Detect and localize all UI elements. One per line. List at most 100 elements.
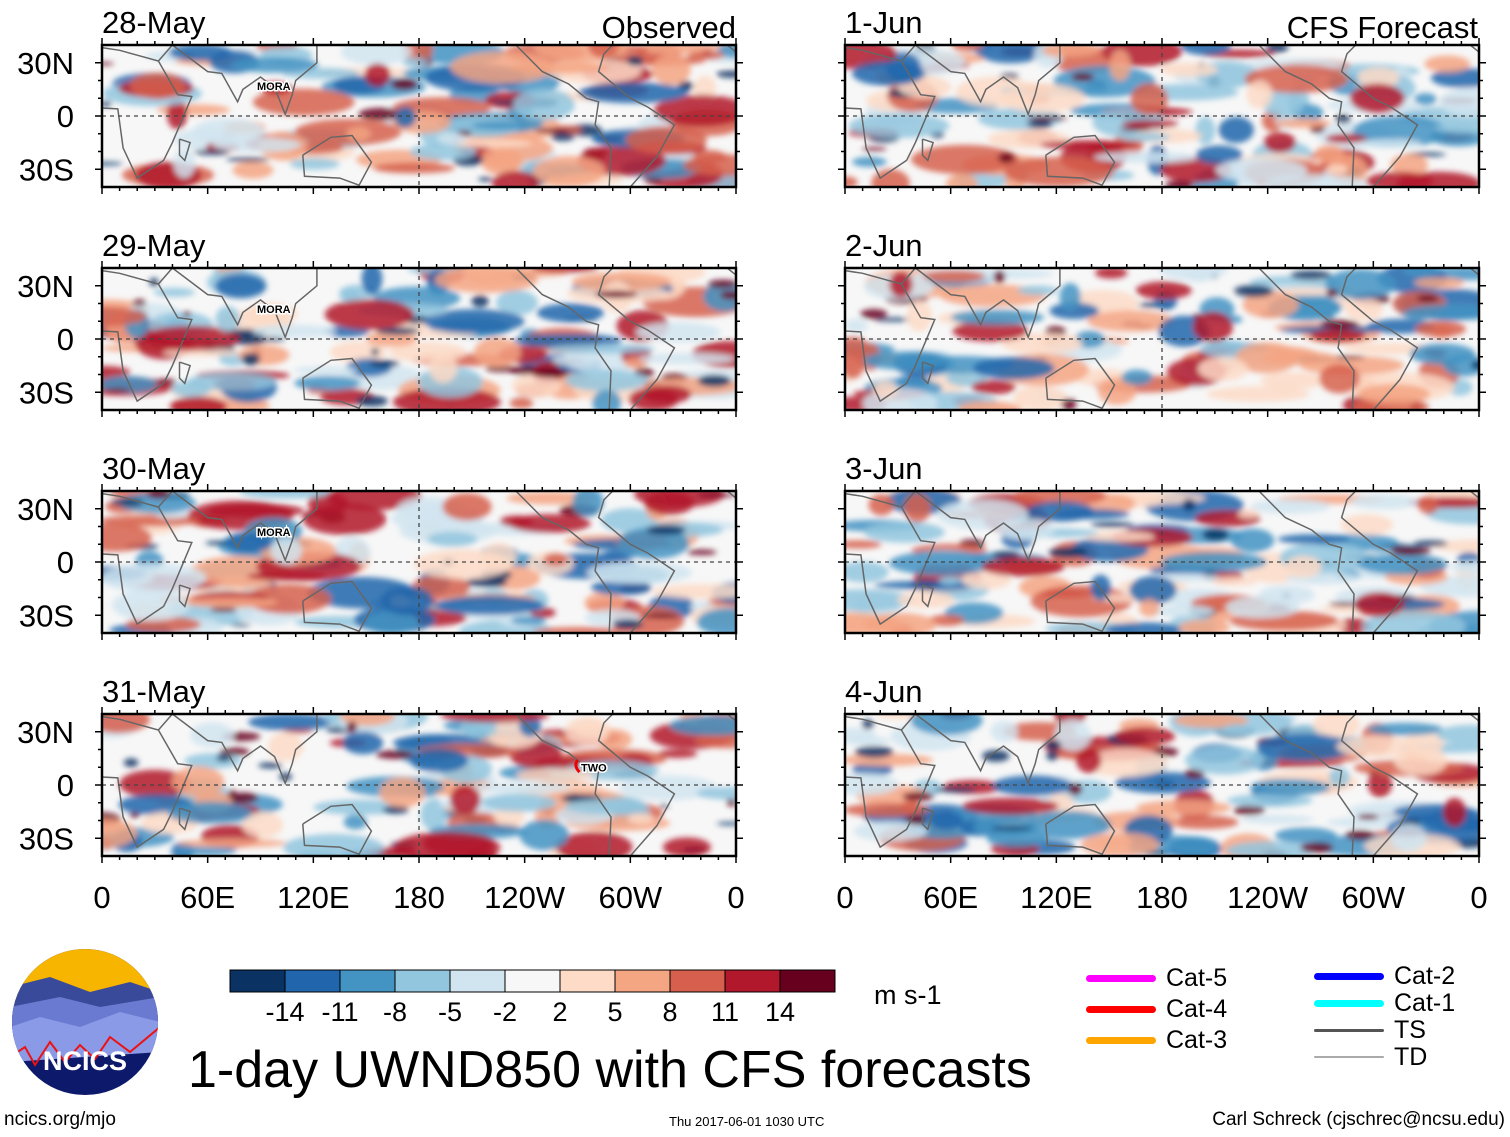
- storm-legend-label: Cat-5: [1166, 964, 1228, 992]
- lon-label: 0: [836, 880, 853, 915]
- colorbar-swatch: [779, 969, 836, 993]
- colorbar-swatch: [449, 969, 506, 993]
- storm-track: [574, 759, 581, 774]
- colorbar-swatch: [669, 969, 726, 993]
- lat-label: 30S: [19, 821, 74, 856]
- storm-legend-line: [1314, 1056, 1384, 1058]
- wind-anomaly-field: [845, 714, 1479, 856]
- footer-timestamp: Thu 2017-06-01 1030 UTC: [669, 1114, 825, 1129]
- colorbar-swatch: [559, 969, 616, 993]
- lon-label: 120W: [1227, 880, 1309, 915]
- lat-label: 30N: [17, 269, 74, 304]
- coastlines: [845, 714, 1479, 856]
- colorbar-tick-label: -11: [321, 997, 358, 1027]
- lon-label: 120E: [1020, 880, 1092, 915]
- lon-label: 60E: [923, 880, 978, 915]
- map-panel-28-May: 28-May 30N 0 30S MORA: [17, 5, 743, 194]
- colorbar-swatch: [394, 969, 451, 993]
- colorbar: -14 -11 -8 -5 -2 2 5 8 11 14: [229, 969, 836, 1027]
- colorbar-swatch: [614, 969, 671, 993]
- colorbar-tick-label: -8: [383, 997, 407, 1027]
- storm-legend-label: Cat-3: [1166, 1026, 1228, 1054]
- lat-label: 0: [57, 99, 74, 134]
- forecast-label: CFS Forecast: [1287, 10, 1479, 45]
- ncics-logo: NCICS: [12, 949, 158, 1095]
- storm-legend-label: Cat-4: [1166, 995, 1228, 1023]
- colorbar-units: m s-1: [874, 980, 942, 1010]
- map-panels: 28-May 30N 0 30S MORA 29-May 30N 0 30S MORA 30-May…: [17, 5, 1488, 915]
- lon-label: 0: [727, 880, 744, 915]
- storm-legend-line: [1086, 1005, 1156, 1013]
- storm-legend-label: TD: [1394, 1043, 1428, 1071]
- lat-label: 0: [57, 322, 74, 357]
- colorbar-swatch: [284, 969, 341, 993]
- footer-url: ncics.org/mjo: [4, 1109, 116, 1130]
- colorbar-swatch: [339, 969, 396, 993]
- lat-label: 30S: [19, 375, 74, 410]
- storm-legend-line: [1314, 972, 1384, 980]
- storm-legend-line: [1086, 1036, 1156, 1044]
- colorbar-tick-label: 14: [765, 997, 795, 1027]
- lon-label: 180: [1136, 880, 1188, 915]
- colorbar-tick-label: 2: [552, 997, 567, 1027]
- colorbar-tick-label: -14: [265, 997, 304, 1027]
- lat-label: 30N: [17, 492, 74, 527]
- storm-label: MORA: [257, 527, 291, 539]
- lon-label: 120W: [484, 880, 566, 915]
- colorbar-tick-label: -5: [438, 997, 462, 1027]
- wind-anomaly-field: [845, 268, 1479, 410]
- lat-label: 30N: [17, 46, 74, 81]
- lon-label: 120E: [277, 880, 349, 915]
- colorbar-swatch: [724, 969, 781, 993]
- storm-label: TWO: [581, 762, 607, 774]
- map-panel-31-May: 31-May 30N 0 30S TWO: [17, 674, 743, 863]
- panel-date: 28-May: [102, 5, 206, 40]
- lat-label: 0: [57, 545, 74, 580]
- wind-anomaly-field: [102, 714, 736, 856]
- coastlines: [102, 491, 736, 633]
- colorbar-tick-label: 5: [607, 997, 622, 1027]
- storm-legend-label: Cat-2: [1394, 962, 1456, 990]
- storm-legend-label: TS: [1394, 1016, 1426, 1044]
- panel-date: 30-May: [102, 451, 206, 486]
- storm-legend-line: [1314, 999, 1384, 1007]
- lon-label: 60E: [180, 880, 235, 915]
- coastlines: [102, 268, 736, 410]
- coastlines: [845, 491, 1479, 633]
- coastlines: [845, 268, 1479, 410]
- lat-label: 30S: [19, 152, 74, 187]
- lon-label: 0: [1470, 880, 1487, 915]
- coastlines: [845, 45, 1479, 187]
- storm-legend-line: [1314, 1028, 1384, 1032]
- colorbar-swatch: [229, 969, 286, 993]
- lon-label: 60W: [1341, 880, 1405, 915]
- colorbar-tick-label: 11: [711, 997, 739, 1027]
- map-panel-29-May: 29-May 30N 0 30S MORA: [17, 228, 743, 417]
- storm-label: MORA: [257, 304, 291, 316]
- lon-label: 180: [393, 880, 445, 915]
- storm-legend-line: [1086, 974, 1156, 982]
- logo-text: NCICS: [43, 1046, 127, 1076]
- panel-date: 4-Jun: [845, 674, 923, 709]
- colorbar-tick-label: 8: [662, 997, 677, 1027]
- lat-label: 0: [57, 768, 74, 803]
- panel-date: 3-Jun: [845, 451, 923, 486]
- map-panel-4-Jun: 4-Jun: [838, 674, 1486, 863]
- map-panel-1-Jun: 1-Jun: [838, 5, 1486, 194]
- lat-label: 30S: [19, 598, 74, 633]
- lon-label: 60W: [598, 880, 662, 915]
- map-panel-2-Jun: 2-Jun: [838, 228, 1486, 417]
- storm-legend-label: Cat-1: [1394, 989, 1456, 1017]
- lon-label: 0: [93, 880, 110, 915]
- wind-anomaly-field: [102, 268, 736, 410]
- storm-label: MORA: [257, 81, 291, 93]
- panel-date: 29-May: [102, 228, 206, 263]
- wind-anomaly-field: [845, 491, 1479, 633]
- colorbar-swatch: [504, 969, 561, 993]
- observed-label: Observed: [602, 10, 736, 45]
- colorbar-tick-label: -2: [493, 997, 517, 1027]
- coastlines: [102, 45, 736, 187]
- panel-date: 2-Jun: [845, 228, 923, 263]
- map-panel-3-Jun: 3-Jun: [838, 451, 1486, 640]
